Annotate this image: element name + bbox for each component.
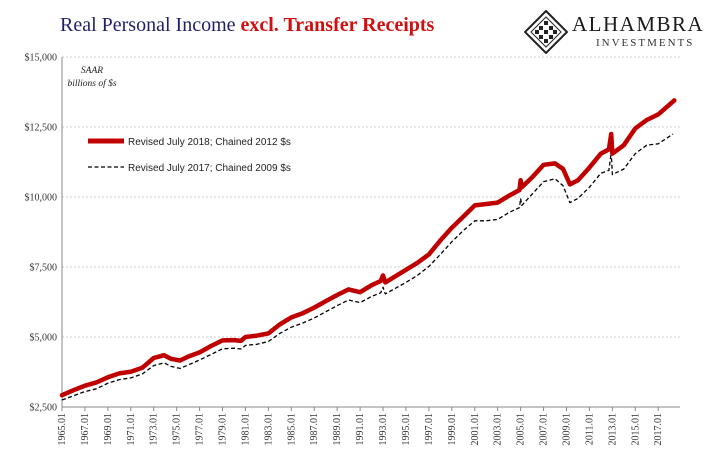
annotation-line-2: billions of $s: [67, 78, 116, 89]
brand-logo: ALHAMBRA INVESTMENTS: [523, 9, 703, 55]
x-tick-label: 1999.01: [447, 413, 458, 446]
series-lines: [59, 98, 677, 401]
brand-subtitle: INVESTMENTS: [596, 37, 695, 49]
x-tick-label: 2001.01: [470, 413, 481, 446]
x-tick-label: 2013.01: [607, 413, 618, 446]
x-tick-label: 1991.01: [355, 413, 366, 446]
gridlines: [62, 56, 680, 408]
y-axis: $2,500 $5,000 $7,500 $10,000 $12,500 $15,000: [25, 53, 63, 414]
x-tick-label: 2015.01: [630, 413, 641, 446]
x-tick-label: 2009.01: [561, 413, 572, 446]
x-tick-label: 1995.01: [401, 413, 412, 446]
x-tick-label: 1985.01: [286, 413, 297, 446]
x-tick-label: 1987.01: [309, 413, 320, 446]
x-tick-label: 2007.01: [539, 413, 550, 446]
x-tick-label: 1973.01: [149, 413, 160, 446]
x-tick-label: 1977.01: [195, 413, 206, 446]
y-tick-label: $7,500: [30, 263, 58, 274]
y-tick-label: $2,500: [30, 403, 58, 414]
x-tick-label: 1969.01: [103, 413, 114, 446]
diamond-logo-icon: [523, 9, 569, 55]
x-tick-label: 2003.01: [493, 413, 504, 446]
legend-label-2017: Revised July 2017; Chained 2009 $s: [128, 163, 291, 174]
series-line-2017: [61, 133, 674, 401]
x-tick-label: 1981.01: [240, 413, 251, 446]
x-tick-label: 1979.01: [218, 413, 229, 446]
x-tick-label: 1975.01: [172, 413, 183, 446]
y-tick-label: $10,000: [25, 193, 58, 204]
x-tick-label: 1997.01: [424, 413, 435, 446]
legend-label-2018: Revised July 2018; Chained 2012 $s: [128, 137, 291, 148]
x-tick-label: 1993.01: [378, 413, 389, 446]
series-line-2018: [59, 98, 677, 398]
x-tick-label: 1971.01: [126, 413, 137, 446]
legend: Revised July 2018; Chained 2012 $s Revis…: [88, 137, 291, 174]
y-tick-label: $12,500: [25, 123, 58, 134]
annotation: SAAR billions of $s: [67, 66, 116, 89]
brand-name: ALHAMBRA: [572, 12, 705, 36]
x-axis: 1965.01 1967.01 1969.01 1971.01 1973.01 1975.…: [57, 406, 680, 446]
x-tick-label: 1989.01: [332, 413, 343, 446]
x-tick-label: 2005.01: [516, 413, 527, 446]
y-tick-label: $5,000: [30, 333, 58, 344]
x-tick-label: 2011.01: [584, 413, 595, 445]
x-tick-label: 1983.01: [263, 413, 274, 446]
chart-title: Real Personal Income excl. Transfer Rece…: [60, 14, 434, 37]
x-tick-label: 1967.01: [80, 413, 91, 446]
x-tick-label: 2017.01: [653, 413, 664, 446]
chart-title-part1: Real Personal Income: [60, 14, 241, 36]
y-tick-label: $15,000: [25, 53, 58, 64]
annotation-line-1: SAAR: [81, 66, 103, 76]
chart-title-part2: excl. Transfer Receipts: [240, 14, 435, 36]
x-tick-label: 1965.01: [57, 413, 68, 446]
